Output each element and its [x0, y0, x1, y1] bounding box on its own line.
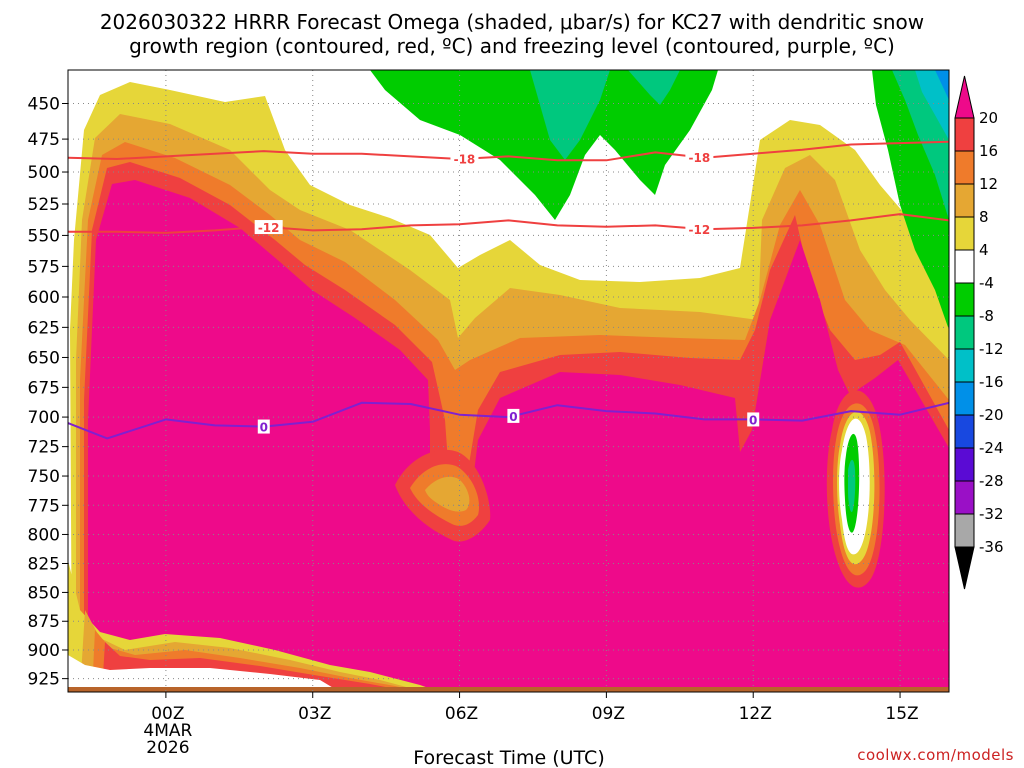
y-tick-label: 500 — [28, 163, 60, 183]
omega-sink-teal-1 — [530, 70, 610, 160]
colorbar-band — [954, 150, 975, 185]
x-tick-label: 4MAR — [143, 721, 192, 741]
ground-strip — [68, 687, 949, 692]
contour-label: 0 — [509, 410, 517, 424]
contour-label-bg — [507, 408, 520, 423]
colorbar-tick-label: 20 — [979, 109, 998, 127]
colorbar-under-triangle — [954, 546, 975, 590]
omega-pocket-teal — [848, 459, 856, 513]
credit-text: coolwx.com/models — [857, 746, 1014, 764]
colorbar-band — [954, 282, 975, 317]
y-tick-label: 550 — [28, 226, 60, 246]
y-tick-label: 575 — [28, 257, 60, 277]
contour-label: -18 — [689, 151, 711, 165]
colorbar-over-triangle — [954, 75, 975, 119]
title-line-1: 2026030322 HRRR Forecast Omega (shaded, … — [100, 10, 924, 34]
y-tick-label: 850 — [28, 583, 60, 603]
colorbar-band — [954, 348, 975, 383]
y-tick-label: 700 — [28, 408, 60, 428]
x-tick-label: 09Z — [592, 704, 625, 724]
colorbar-tick-label: 4 — [979, 241, 989, 259]
temperature-contours: -18 -18 -12 -12 0 0 0 — [68, 140, 949, 440]
x-tick-label: 2026 — [146, 738, 189, 758]
contour-label-bg — [685, 221, 714, 236]
colorbar-tick-label: 8 — [979, 208, 989, 226]
colorbar-tick-label: -16 — [979, 373, 1004, 391]
colorbar-band — [954, 480, 975, 515]
colorbar-tick-label: -24 — [979, 439, 1004, 457]
colorbar-band — [954, 117, 975, 152]
colorbar-tick-label: -12 — [979, 340, 1004, 358]
plot-frame — [67, 69, 950, 693]
colorbar-tick-label: -20 — [979, 406, 1004, 424]
title-line-2: growth region (contoured, red, ºC) and f… — [129, 34, 895, 58]
x-tick-label: 12Z — [739, 704, 772, 724]
y-tick-label: 900 — [28, 641, 60, 661]
y-tick-label: 625 — [28, 318, 60, 338]
x-axis-label: Forecast Time (UTC) — [413, 747, 604, 768]
colorbar-tick-label: 12 — [979, 175, 998, 193]
omega-band-magenta — [88, 180, 949, 692]
y-tick-label: 875 — [28, 612, 60, 632]
omega-sink-teal-2 — [628, 70, 680, 105]
omega-sink-right-blue — [935, 70, 949, 100]
contour-label-bg — [257, 419, 270, 434]
contour-dgz-minus-12 — [68, 213, 949, 234]
colorbar-band — [954, 315, 975, 350]
colorbar-band — [954, 183, 975, 218]
x-tick-label: 06Z — [445, 704, 478, 724]
contour-label-bg — [254, 220, 283, 235]
y-tick-label: 450 — [28, 95, 60, 115]
contour-dgz-minus-18 — [68, 140, 949, 162]
y-tick-label: 725 — [28, 438, 60, 458]
y-tick-label: 525 — [28, 195, 60, 215]
y-tick-label: 600 — [28, 288, 60, 308]
colorbar-tick-label: 16 — [979, 142, 998, 160]
y-tick-label: 800 — [28, 525, 60, 545]
colorbar-band — [954, 216, 975, 251]
colorbar-band — [954, 381, 975, 416]
colorbar-band — [954, 513, 975, 548]
colorbar-tick-label: -36 — [979, 538, 1004, 556]
y-tick-label: 475 — [28, 130, 60, 150]
contour-label: -12 — [689, 223, 711, 237]
omega-pocket-gold — [425, 476, 470, 512]
omega-near-surface-white — [68, 655, 340, 692]
x-tick-label: 15Z — [885, 704, 918, 724]
y-tick-label: 775 — [28, 496, 60, 516]
colorbar-tick-label: -8 — [979, 307, 994, 325]
colorbar-tick-label: -32 — [979, 505, 1004, 523]
contour-label: 0 — [749, 413, 757, 427]
contour-label-bg — [747, 412, 760, 427]
colorbar-band — [954, 447, 975, 482]
colorbar-band — [954, 414, 975, 449]
chart-title: 2026030322 HRRR Forecast Omega (shaded, … — [100, 10, 924, 58]
contour-label: -12 — [258, 221, 280, 235]
x-tick-label: 00Z — [151, 704, 184, 724]
contour-label-bg — [685, 150, 714, 165]
omega-sink-green — [370, 70, 718, 220]
y-tick-label: 825 — [28, 554, 60, 574]
colorbar-tick-label: -4 — [979, 274, 994, 292]
contour-label: 0 — [260, 421, 268, 435]
colorbar: 20 16 12 8 4 -4 -8 -12 -16 -20 -24 -28 -32 -36 — [954, 75, 1004, 590]
y-tick-label: 925 — [28, 670, 60, 690]
contour-label-bg — [450, 151, 479, 166]
colorbar-tick-label: -28 — [979, 472, 1004, 490]
contour-label: -18 — [454, 153, 476, 167]
omega-sink-right-cyan — [915, 70, 949, 140]
y-tick-label: 750 — [28, 467, 60, 487]
y-axis: 450 475 500 525 550 575 600 625 650 675 700 725 750 7… — [28, 95, 68, 690]
y-tick-label: 675 — [28, 378, 60, 398]
omega-shading — [68, 70, 949, 692]
y-tick-label: 650 — [28, 348, 60, 368]
x-tick-label: 03Z — [298, 704, 331, 724]
colorbar-band — [954, 249, 975, 284]
